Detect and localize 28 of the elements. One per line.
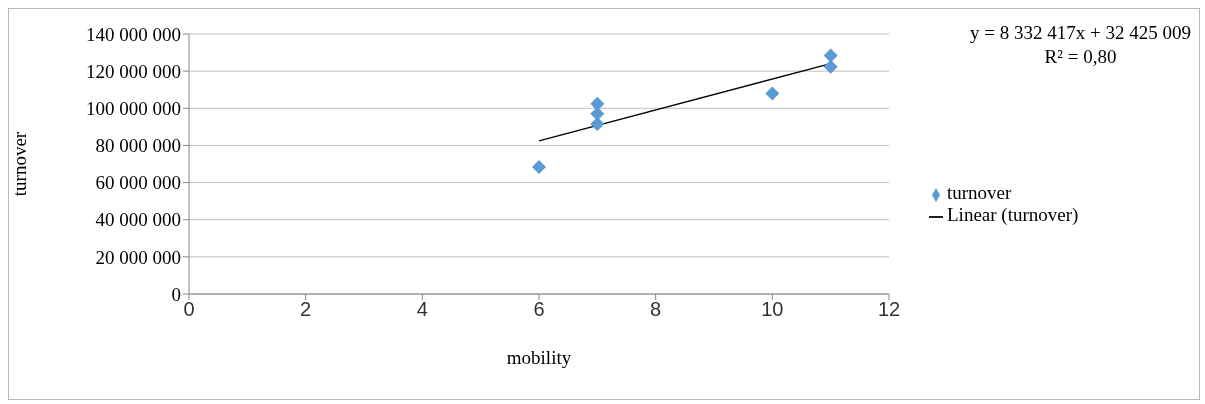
x-tick-label: 2 xyxy=(300,298,312,321)
y-tick-label: 20 000 000 xyxy=(95,246,181,268)
legend-label: turnover xyxy=(947,182,1012,203)
legend-label: Linear (turnover) xyxy=(947,204,1079,225)
x-tick-label: 8 xyxy=(650,298,662,321)
y-tick-label: 60 000 000 xyxy=(95,172,181,194)
point xyxy=(590,106,605,121)
y-tick-label: 40 000 000 xyxy=(95,209,181,231)
x-tick-label: 0 xyxy=(183,298,195,321)
point xyxy=(823,48,838,63)
x-tick-label: 12 xyxy=(877,298,901,321)
x-tick-label: 4 xyxy=(416,298,428,321)
text: y = 8 332 417x + 32 425 009 xyxy=(970,21,1191,45)
x-tick-label: 6 xyxy=(533,298,545,321)
x-axis-title: mobility xyxy=(506,347,572,368)
point xyxy=(532,159,546,174)
y-tick-label: 140 000 000 xyxy=(86,23,181,45)
x-tick-label: 10 xyxy=(761,298,784,321)
point xyxy=(823,59,838,74)
y-tick-label: 0 xyxy=(171,283,181,305)
y-tick-label: 80 000 000 xyxy=(95,135,181,157)
text: R² = 0,80 xyxy=(1043,45,1118,69)
y-tick-label: 100 000 000 xyxy=(86,98,181,120)
y-axis-title: turnover xyxy=(8,131,30,197)
point xyxy=(590,117,605,132)
point xyxy=(590,96,605,111)
y-tick-label: 120 000 000 xyxy=(86,60,181,82)
point xyxy=(765,86,780,101)
